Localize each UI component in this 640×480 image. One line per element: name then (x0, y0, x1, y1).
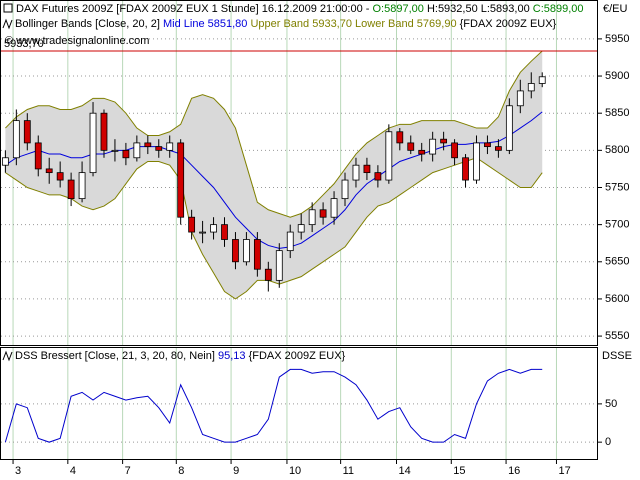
lower-band (5, 157, 543, 300)
candle-body (89, 112, 97, 174)
x-tick-label: 11 (343, 465, 354, 477)
copyright: © www.tradesignalonline.com (5, 35, 149, 47)
y-tick-label: 5950 (605, 33, 629, 45)
candle-body (494, 146, 502, 151)
candle-body (451, 142, 458, 159)
candle-body (155, 146, 163, 151)
candle-body (78, 172, 86, 200)
candle-body (462, 157, 469, 181)
candle-body (221, 224, 228, 240)
indicator-symbol: {FDAX 2009Z EUX} (460, 18, 557, 30)
x-tick-label: 8 (178, 465, 184, 477)
axis-unit: DSSE (602, 350, 632, 362)
candle-body (286, 231, 294, 252)
candle-body (199, 231, 206, 234)
candle-body (188, 216, 196, 233)
quote-high-low: H:5932,50 L:5893,00 (427, 3, 530, 15)
band-fill (5, 51, 543, 299)
candle-body (297, 224, 305, 233)
dss-last: 95,13 (218, 350, 246, 362)
candle-body (67, 179, 75, 200)
x-tick-label: 14 (399, 465, 411, 477)
candle-body (407, 142, 415, 151)
y-tick-label: 5900 (605, 70, 629, 82)
candle-body (330, 198, 338, 218)
quote-close: C:5899,00 (533, 3, 584, 15)
x-tick-label: 16 (508, 465, 520, 477)
candle-body (122, 149, 130, 159)
indicator-icon (2, 18, 13, 30)
candle-body (253, 239, 261, 270)
candle-body (505, 105, 513, 151)
candle-body (243, 239, 250, 263)
y-tick-label: 5700 (605, 219, 629, 231)
y-tick-label: 5850 (605, 107, 629, 119)
candle-body (166, 142, 174, 151)
checkbox-icon[interactable] (3, 3, 13, 13)
dss-symbol: {FDAX 2009Z EUX} (249, 350, 346, 362)
candle-body (23, 120, 31, 144)
candle-body (34, 142, 42, 170)
x-tick-label: 17 (558, 465, 570, 477)
candle-body (418, 149, 426, 155)
y-tick-label: 5750 (605, 181, 629, 193)
candle-body (264, 268, 272, 281)
x-tick-label: 4 (70, 465, 76, 477)
dss-title: DSS Bressert [Close, 21, 3, 20, 80, Nein… (15, 350, 215, 362)
candle-body (396, 131, 404, 144)
candle-body (440, 138, 448, 144)
candle-body (144, 142, 152, 148)
indicator-bands: Upper Band 5933,70 Lower Band 5769,90 (250, 18, 456, 30)
dss-line (4, 368, 543, 443)
candle-body (538, 76, 546, 84)
candle-body (12, 120, 20, 159)
candle-body (527, 83, 535, 92)
indicator-mid: Mid Line 5851,80 (163, 18, 247, 30)
dss-header: DSS Bressert [Close, 21, 3, 20, 80, Nein… (15, 350, 346, 362)
candle-body (363, 164, 371, 174)
indicator-name: Bollinger Bands [Close, 20, 2] (15, 18, 160, 30)
indicator-line: Bollinger Bands [Close, 20, 2] Mid Line … (15, 18, 557, 30)
candle-body (1, 157, 9, 166)
y-tick-label: 5550 (605, 330, 629, 342)
y-tick-label: 5650 (605, 256, 629, 268)
y-tick-label: 50 (605, 398, 617, 410)
candle-body (473, 142, 480, 181)
candle-body (429, 138, 437, 155)
candle-body (45, 168, 53, 174)
candle-body (111, 149, 119, 152)
y-tick-label: 5600 (605, 293, 629, 305)
candle-body (341, 179, 349, 200)
candle-body (56, 172, 64, 181)
price-line-label: 5933,70 (4, 38, 44, 50)
upper-band (5, 50, 543, 218)
candle-body (374, 172, 382, 181)
candle-body (319, 209, 327, 218)
candle-body (308, 209, 316, 226)
x-tick-label: 9 (233, 465, 239, 477)
candle-body (100, 112, 108, 151)
candle-body (385, 131, 393, 181)
quote-open: O:5897,00 (373, 3, 424, 15)
candle-body (133, 142, 141, 159)
x-tick-label: 3 (15, 465, 21, 477)
axis-unit: €/EU (603, 3, 628, 15)
candle-body (232, 239, 239, 263)
candle-body (275, 250, 283, 281)
candle-body (484, 142, 491, 148)
x-tick-label: 10 (289, 465, 301, 477)
candle-body (352, 164, 360, 181)
candle-body (177, 142, 185, 218)
dss-panel (0, 347, 598, 460)
candle-body (210, 224, 217, 233)
x-tick-label: 15 (453, 465, 465, 477)
header-line: DAX Futures 2009Z [FDAX 2009Z EUX 1 Stun… (16, 3, 584, 15)
candle-body (516, 90, 524, 107)
x-tick-label: 7 (125, 465, 131, 477)
y-tick-label: 0 (605, 436, 611, 448)
indicator-icon (2, 350, 13, 362)
chart-title: DAX Futures 2009Z [FDAX 2009Z EUX 1 Stun… (16, 3, 370, 15)
y-tick-label: 5800 (605, 144, 629, 156)
